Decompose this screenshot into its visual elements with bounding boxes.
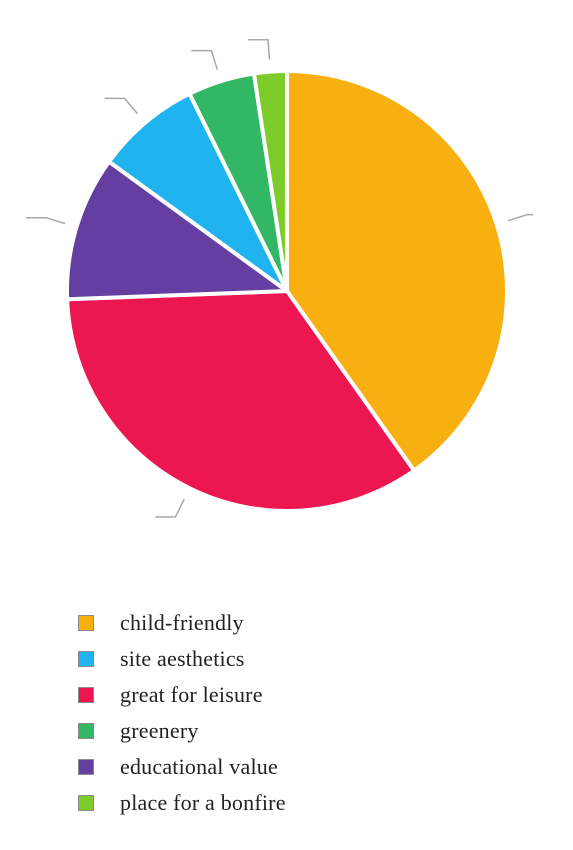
leader-line	[104, 97, 138, 115]
pie-slice-great-for-leisure	[65, 289, 417, 513]
pie-slice-place-for-a-bonfire	[251, 69, 289, 293]
legend-swatch	[78, 795, 94, 811]
legend-item: greenery	[78, 713, 286, 749]
leader-line	[248, 38, 271, 60]
leader-line	[507, 213, 534, 222]
legend-item: child-friendly	[78, 605, 286, 641]
legend-swatch	[78, 687, 94, 703]
leader-line	[155, 498, 185, 518]
legend-swatch	[78, 723, 94, 739]
legend-swatch	[78, 651, 94, 667]
pie-chart	[25, 38, 534, 518]
leader-line	[25, 216, 66, 225]
legend-label: child-friendly	[120, 610, 244, 635]
legend: child-friendly site aesthetics great for…	[78, 605, 286, 821]
legend-label: greenery	[120, 718, 199, 743]
legend-label: educational value	[120, 754, 278, 779]
legend-item: site aesthetics	[78, 641, 286, 677]
pie-slice-child-friendly	[285, 69, 509, 473]
legend-item: great for leisure	[78, 677, 286, 713]
legend-swatch	[78, 759, 94, 775]
legend-label: place for a bonfire	[120, 790, 286, 815]
legend-swatch	[78, 615, 94, 631]
pie-slice-site-aesthetics	[107, 91, 289, 293]
legend-label: great for leisure	[120, 682, 263, 707]
legend-label: site aesthetics	[120, 646, 245, 671]
pie-slice-educational-value	[65, 159, 289, 302]
legend-item: educational value	[78, 749, 286, 785]
leader-line	[191, 49, 219, 70]
legend-item: place for a bonfire	[78, 785, 286, 821]
